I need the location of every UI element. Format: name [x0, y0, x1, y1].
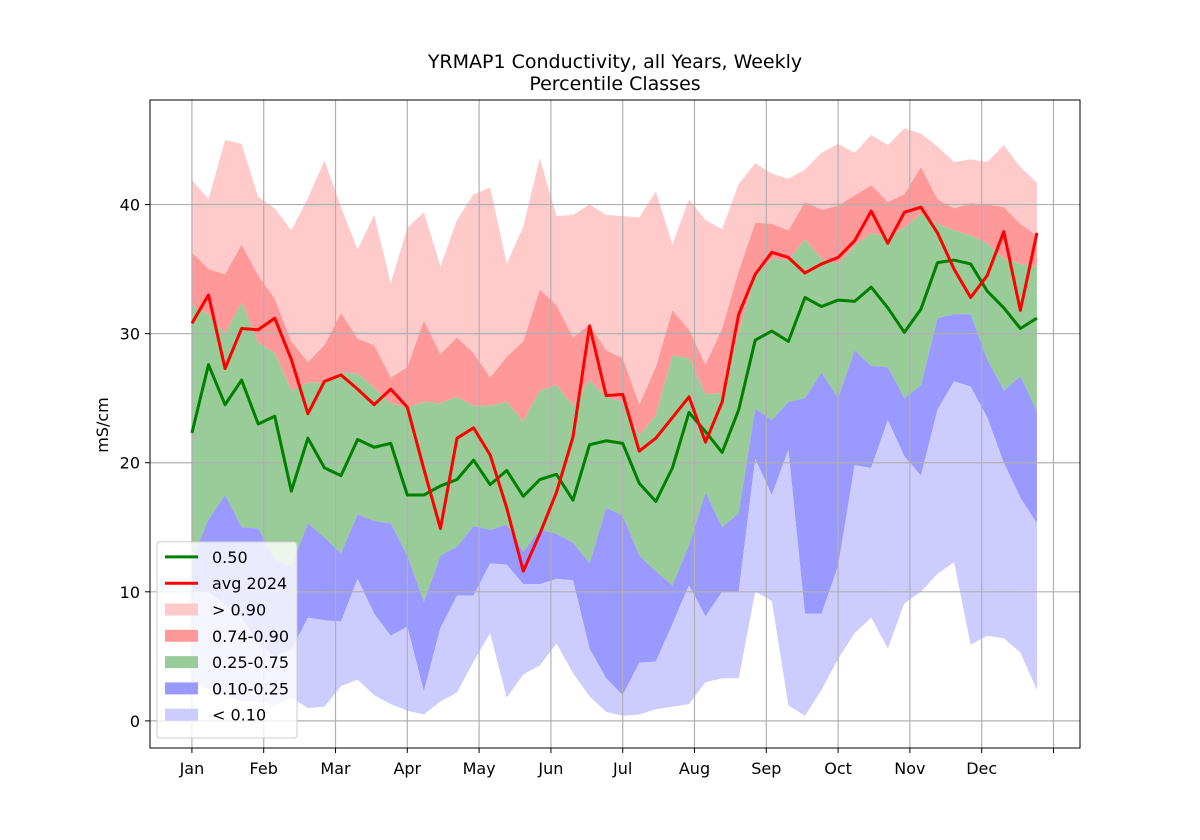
- legend-label: 0.50: [212, 548, 248, 567]
- legend-label: < 0.10: [212, 706, 266, 725]
- x-tick-label: Dec: [966, 759, 997, 778]
- x-tick-label: Nov: [894, 759, 925, 778]
- y-axis-label: mS/cm: [93, 397, 112, 453]
- y-tick-label: 30: [120, 325, 140, 344]
- legend-patch: [165, 656, 198, 669]
- legend-patch: [165, 629, 198, 642]
- x-tick-label: Mar: [320, 759, 351, 778]
- band-area: [191, 381, 1037, 716]
- axes: 0 10 20 30 40 Jan Feb Mar Apr May Jun Jul Aug Sep Oct N…: [120, 196, 1054, 778]
- legend-label: avg 2024: [212, 574, 287, 593]
- x-tick-label: Jun: [537, 759, 563, 778]
- band-area: [191, 167, 1037, 436]
- lines: [190, 205, 1039, 573]
- legend-patch: [165, 682, 198, 695]
- legend-label: > 0.90: [212, 601, 266, 620]
- x-tick-label: Apr: [393, 759, 421, 778]
- bands: [191, 128, 1037, 716]
- grid: [150, 100, 1080, 748]
- x-tick-label: Jul: [612, 759, 632, 778]
- legend: 0.50 avg 2024 > 0.90 0.74-0.90 0.25-0.75 0.10…: [156, 541, 298, 739]
- y-tick-label: 0: [130, 712, 140, 731]
- series-line: [190, 258, 1038, 503]
- chart-title: YRMAP1 Conductivity, all Years, Weekly P…: [427, 51, 803, 95]
- legend-label: 0.74-0.90: [212, 627, 289, 646]
- band-area: [191, 128, 1037, 405]
- band-area: [191, 213, 1037, 603]
- x-tick-label: Oct: [824, 759, 852, 778]
- x-tick-label: May: [463, 759, 496, 778]
- legend-patch: [165, 603, 198, 616]
- legend-label: 0.25-0.75: [212, 653, 289, 672]
- legend-patch: [165, 708, 198, 721]
- series-line: [190, 205, 1039, 573]
- x-tick-label: Feb: [250, 759, 278, 778]
- band-area: [191, 314, 1037, 696]
- x-tick-label: Sep: [751, 759, 781, 778]
- y-tick-label: 20: [120, 454, 140, 473]
- y-tick-label: 10: [120, 583, 140, 602]
- y-tick-label: 40: [120, 196, 140, 215]
- x-tick-label: Jan: [179, 759, 205, 778]
- x-tick-label: Aug: [679, 759, 710, 778]
- plot-frame: [149, 99, 1081, 749]
- legend-label: 0.10-0.25: [212, 679, 289, 698]
